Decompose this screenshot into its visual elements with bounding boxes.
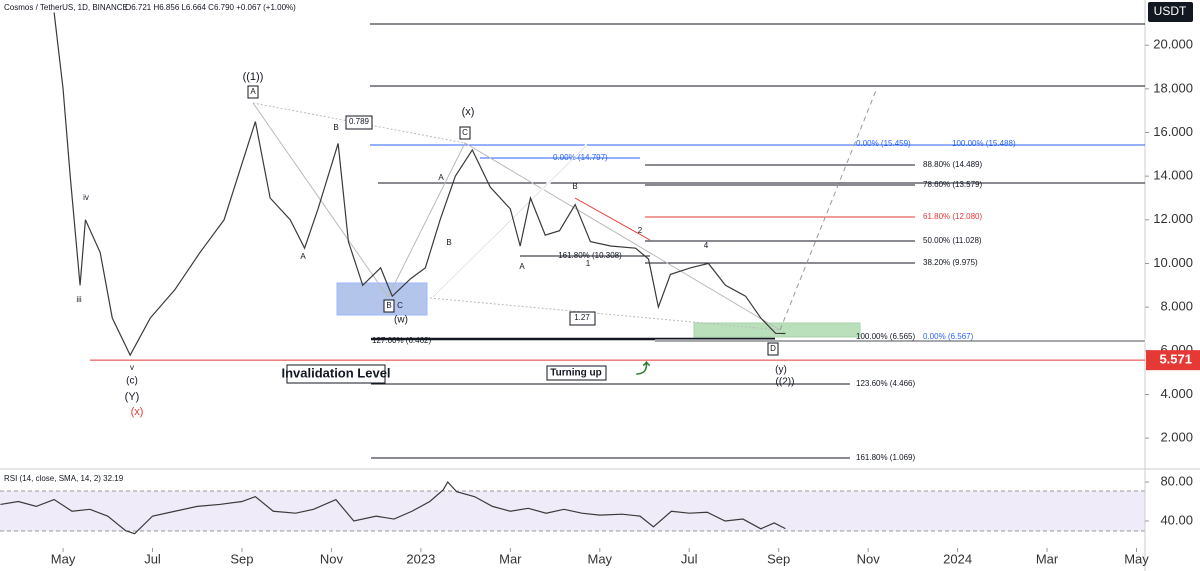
x-tick-label: Nov (857, 551, 881, 566)
levels (370, 23, 1145, 459)
up-arrow: ⤴ (636, 361, 651, 377)
fib-label: 78.60% (13.579) (923, 180, 982, 189)
label-box (569, 311, 596, 326)
wave-label: C (397, 301, 403, 310)
label-box (767, 342, 779, 356)
wave-label: iii (76, 295, 82, 304)
y-tick-label: 40.00 (1160, 512, 1193, 527)
fib-label: 88.80% (14.489) (923, 160, 982, 169)
x-tick-label: Sep (767, 551, 790, 566)
wave-label: (x) (131, 406, 144, 418)
wave-label: A (438, 173, 444, 182)
x-tick-label: Mar (1036, 551, 1059, 566)
x-tick-label: May (588, 551, 613, 566)
price-marker-box (1146, 350, 1200, 371)
fib-label: 0.00% (15.459) (856, 139, 911, 148)
wave-label: C (462, 128, 468, 137)
wave-label: ((1)) (243, 71, 264, 83)
wave-label: iv (83, 193, 89, 202)
rsi-title: RSI (14, close, SMA, 14, 2) 32.19 (4, 474, 124, 483)
y-tick-label: 2.000 (1160, 430, 1193, 445)
wave-label: (w) (394, 315, 408, 326)
x-tick-label: Sep (230, 551, 253, 566)
zone-box (336, 282, 428, 316)
fib-label: 50.00% (11.028) (923, 236, 982, 245)
wave-label: ((2)) (776, 377, 795, 388)
y-tick-label: 4.000 (1160, 386, 1193, 401)
callout: Turning up (550, 368, 601, 379)
y-tick-label: 18.000 (1153, 80, 1193, 95)
label-box (286, 364, 386, 384)
x-tick-label: 2023 (406, 551, 435, 566)
price-line (53, 12, 786, 357)
callout: Invalidation Level (281, 365, 390, 380)
y-tick-label: 20.000 (1153, 37, 1193, 52)
wave-label: 2 (638, 226, 643, 235)
wave-label: B (446, 238, 451, 247)
wave-label: 1 (586, 259, 591, 268)
wave-label: D (770, 344, 776, 353)
x-tick-label: May (51, 551, 76, 566)
label-box (247, 85, 259, 99)
fib-label: 100.00% (6.565) (856, 332, 915, 341)
ohlc: O6.721 H6.856 L6.664 C6.790 +0.067 (+1.0… (125, 3, 296, 12)
wave-label: A (250, 87, 256, 96)
fib-label: 100.00% (15.488) (952, 139, 1016, 148)
y-tick-label: 80.00 (1160, 473, 1193, 488)
projection (779, 87, 878, 331)
wave-label: A (519, 262, 525, 271)
x-tick-label: Jul (144, 551, 161, 566)
red-trend (574, 197, 651, 241)
wave-label: B (386, 301, 391, 310)
ratio-label: 0.789 (349, 117, 370, 126)
label-box (383, 299, 395, 313)
chart-title: Cosmos / TetherUS, 1D, BINANCE (4, 3, 128, 12)
currency: USDT (1154, 4, 1187, 18)
fib-label: 0.00% (6.567) (923, 332, 974, 341)
y-tick-label: 14.000 (1153, 168, 1193, 183)
currency-box (1148, 2, 1193, 22)
ratio-label: 1.27 (574, 313, 590, 322)
x-tick-label: May (1124, 551, 1149, 566)
fib-label: 61.80% (12.080) (923, 212, 982, 221)
white-trend-edge (432, 144, 588, 298)
fib-label: 38.20% (9.975) (923, 258, 978, 267)
fib-label: 127.00% (6.462) (372, 336, 431, 345)
y-tick-label: 12.000 (1153, 211, 1193, 226)
x-tick-label: Jul (681, 551, 698, 566)
wave-label: B (333, 123, 338, 132)
x-tick-label: 2024 (943, 551, 972, 566)
label-box (345, 115, 373, 130)
wave-label: (y) (775, 365, 787, 376)
y-tick-label: 16.000 (1153, 124, 1193, 139)
wave-label: 4 (704, 241, 709, 250)
fib-label: 161.80% (1.069) (856, 453, 915, 462)
price-line (0, 481, 786, 535)
label-box (546, 365, 607, 381)
fib-label: 161.80% (10.308) (558, 251, 622, 260)
wave-label: A (300, 252, 306, 261)
wave-label: (Y) (125, 391, 140, 403)
y-tick-label: 10.000 (1153, 255, 1193, 270)
wave-label: v (130, 363, 134, 372)
wave-label: B (572, 182, 577, 191)
y-tick-label: 8.000 (1160, 299, 1193, 314)
x-tick-label: Nov (320, 551, 344, 566)
fib-label: 0.00% (14.797) (553, 153, 608, 162)
x-tick-label: Mar (499, 551, 522, 566)
fib-label: 123.60% (4.466) (856, 379, 915, 388)
wave-label: (c) (126, 376, 138, 387)
white-trend (431, 143, 589, 299)
label-box (459, 126, 471, 140)
wave-path (429, 297, 781, 331)
wave-label: (x) (462, 106, 475, 118)
price-marker-label: 5.571 (1159, 352, 1192, 367)
